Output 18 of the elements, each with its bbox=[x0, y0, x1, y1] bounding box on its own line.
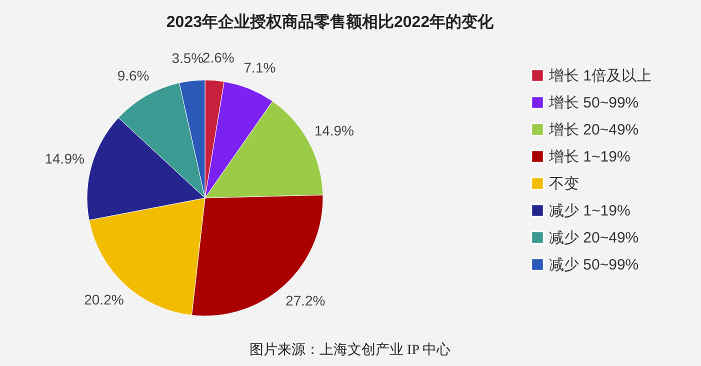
chart-title: 2023年企业授权商品零售额相比2022年的变化 bbox=[166, 13, 495, 31]
legend-label: 不变 bbox=[549, 176, 579, 192]
legend-label: 减少 20~49% bbox=[549, 230, 639, 246]
data-label: 2.6% bbox=[202, 49, 234, 66]
data-label: 14.9% bbox=[314, 122, 354, 139]
legend-label: 增长 20~49% bbox=[548, 122, 639, 138]
data-label: 7.1% bbox=[244, 59, 276, 76]
data-label: 9.6% bbox=[117, 68, 150, 84]
data-label: 3.5% bbox=[172, 50, 204, 66]
legend-label: 减少 1~19% bbox=[549, 202, 630, 220]
data-label: 14.9% bbox=[44, 150, 84, 166]
data-label: 20.2% bbox=[84, 292, 124, 308]
legend-label: 增长 1~19% bbox=[548, 148, 630, 166]
legend-label: 增长 50~99% bbox=[548, 94, 639, 112]
data-label: 27.2% bbox=[286, 292, 326, 308]
text: 图片来源：上海文创产业 IP 中心 bbox=[250, 342, 450, 358]
legend-label: 减少 50~99% bbox=[549, 256, 639, 274]
legend-label: 增长 1倍及以上 bbox=[548, 68, 652, 84]
